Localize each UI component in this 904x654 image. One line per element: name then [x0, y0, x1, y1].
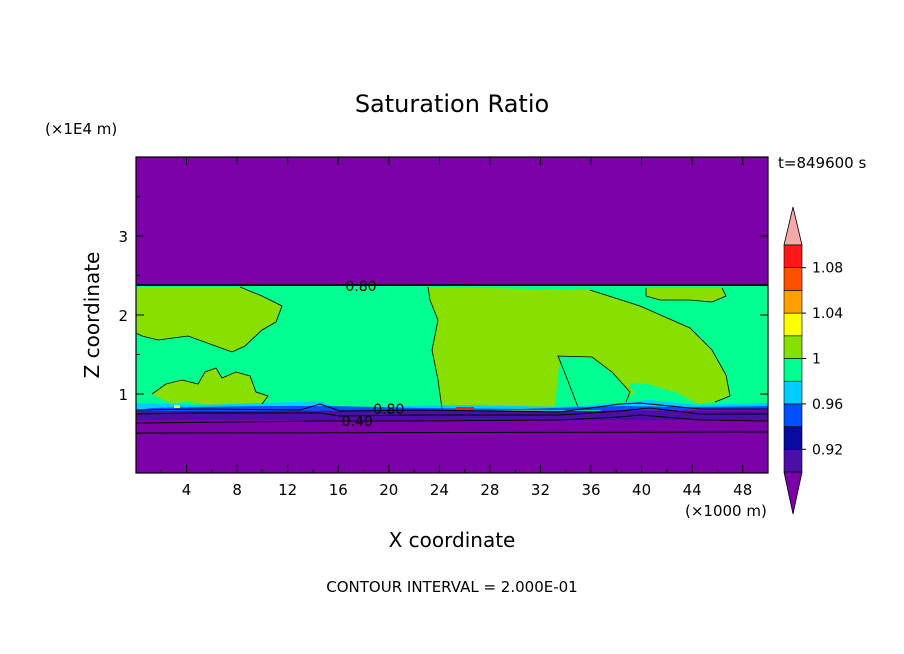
chart-title: Saturation Ratio [355, 90, 549, 118]
y-unit-label: (×1E4 m) [45, 120, 117, 138]
patch-outline-notch [557, 355, 631, 408]
colorbar-tick-label: 0.92 [812, 442, 843, 458]
x-tick-label: 44 [683, 481, 702, 499]
contour-line-020 [135, 431, 769, 434]
colorbar-swatch [783, 335, 803, 359]
colorbar-swatch [783, 448, 803, 473]
footer-contour-interval: CONTOUR INTERVAL = 2.000E-01 [326, 578, 577, 596]
near-saturated-notch [558, 356, 630, 409]
x-tick-label: 12 [278, 481, 297, 499]
x-axis-ticks: 4 8 12 16 20 24 28 32 36 40 44 48 [160, 157, 752, 499]
colorbar-swatch [783, 312, 803, 337]
colorbar-tick-label: 0.96 [812, 397, 843, 413]
x-axis-label: X coordinate [389, 528, 516, 552]
supersaturated-patch-left [136, 287, 282, 352]
x-tick-label: 20 [379, 481, 398, 499]
colorbar-upper-arrow [783, 206, 803, 246]
patch-outline-low-left [151, 367, 269, 405]
colorbar-tick-label: 1.04 [812, 306, 843, 322]
colorbar-swatch [783, 358, 803, 382]
patch-outline-left [135, 286, 283, 353]
contour-value-label: 0.80 [345, 279, 376, 295]
supersaturated-patch-center [428, 287, 730, 411]
colorbar-swatch [783, 403, 803, 427]
x-unit-label: (×1000 m) [685, 502, 767, 520]
x-tick-label: 16 [329, 481, 348, 499]
colorbar: 1.08 1.04 1 0.96 0.92 [783, 206, 843, 515]
x-tick-label: 36 [581, 481, 600, 499]
x-tick-label: 40 [632, 481, 651, 499]
colorbar-lower-arrow [783, 471, 803, 515]
dark-lower-band [136, 411, 768, 420]
y-tick-label: 2 [118, 307, 128, 325]
x-tick-label: 4 [182, 481, 192, 499]
y-tick-label: 1 [118, 386, 128, 404]
x-tick-label: 28 [480, 481, 499, 499]
contour-value-label: 0.40 [342, 414, 373, 430]
x-tick-label: 32 [531, 481, 550, 499]
x-tick-label: 8 [232, 481, 242, 499]
x-tick-label: 48 [733, 481, 752, 499]
colorbar-tick-label: 1.08 [812, 261, 843, 277]
colorbar-swatch [783, 244, 803, 269]
colorbar-swatch [783, 290, 803, 314]
colorbar-tick-label: 1 [812, 352, 821, 368]
contour-value-label: 0.80 [373, 402, 404, 418]
contour-line-080 [135, 402, 768, 413]
patch-outline-center [427, 286, 731, 410]
colorbar-swatch [783, 426, 803, 450]
y-tick-label: 3 [118, 228, 128, 246]
yellow-spot [174, 405, 180, 408]
x-tick-label: 24 [430, 481, 449, 499]
contour-line-040 [135, 414, 769, 424]
y-axis-label: Z coordinate [80, 252, 104, 379]
colorbar-swatch [783, 380, 803, 405]
supersaturated-patch-low-left [152, 368, 268, 406]
contour-field [135, 157, 769, 473]
patch-outline-right-top [645, 287, 727, 303]
colorbar-swatch [783, 267, 803, 291]
contour-line-060 [135, 407, 768, 417]
supersaturated-patch-right-top [646, 288, 726, 302]
red-supersaturation-spot [456, 407, 474, 410]
y-axis-ticks: 1 2 3 [118, 196, 768, 434]
contour-labels: 0.800.800.40 [342, 279, 405, 430]
time-label: t=849600 s [778, 154, 866, 172]
